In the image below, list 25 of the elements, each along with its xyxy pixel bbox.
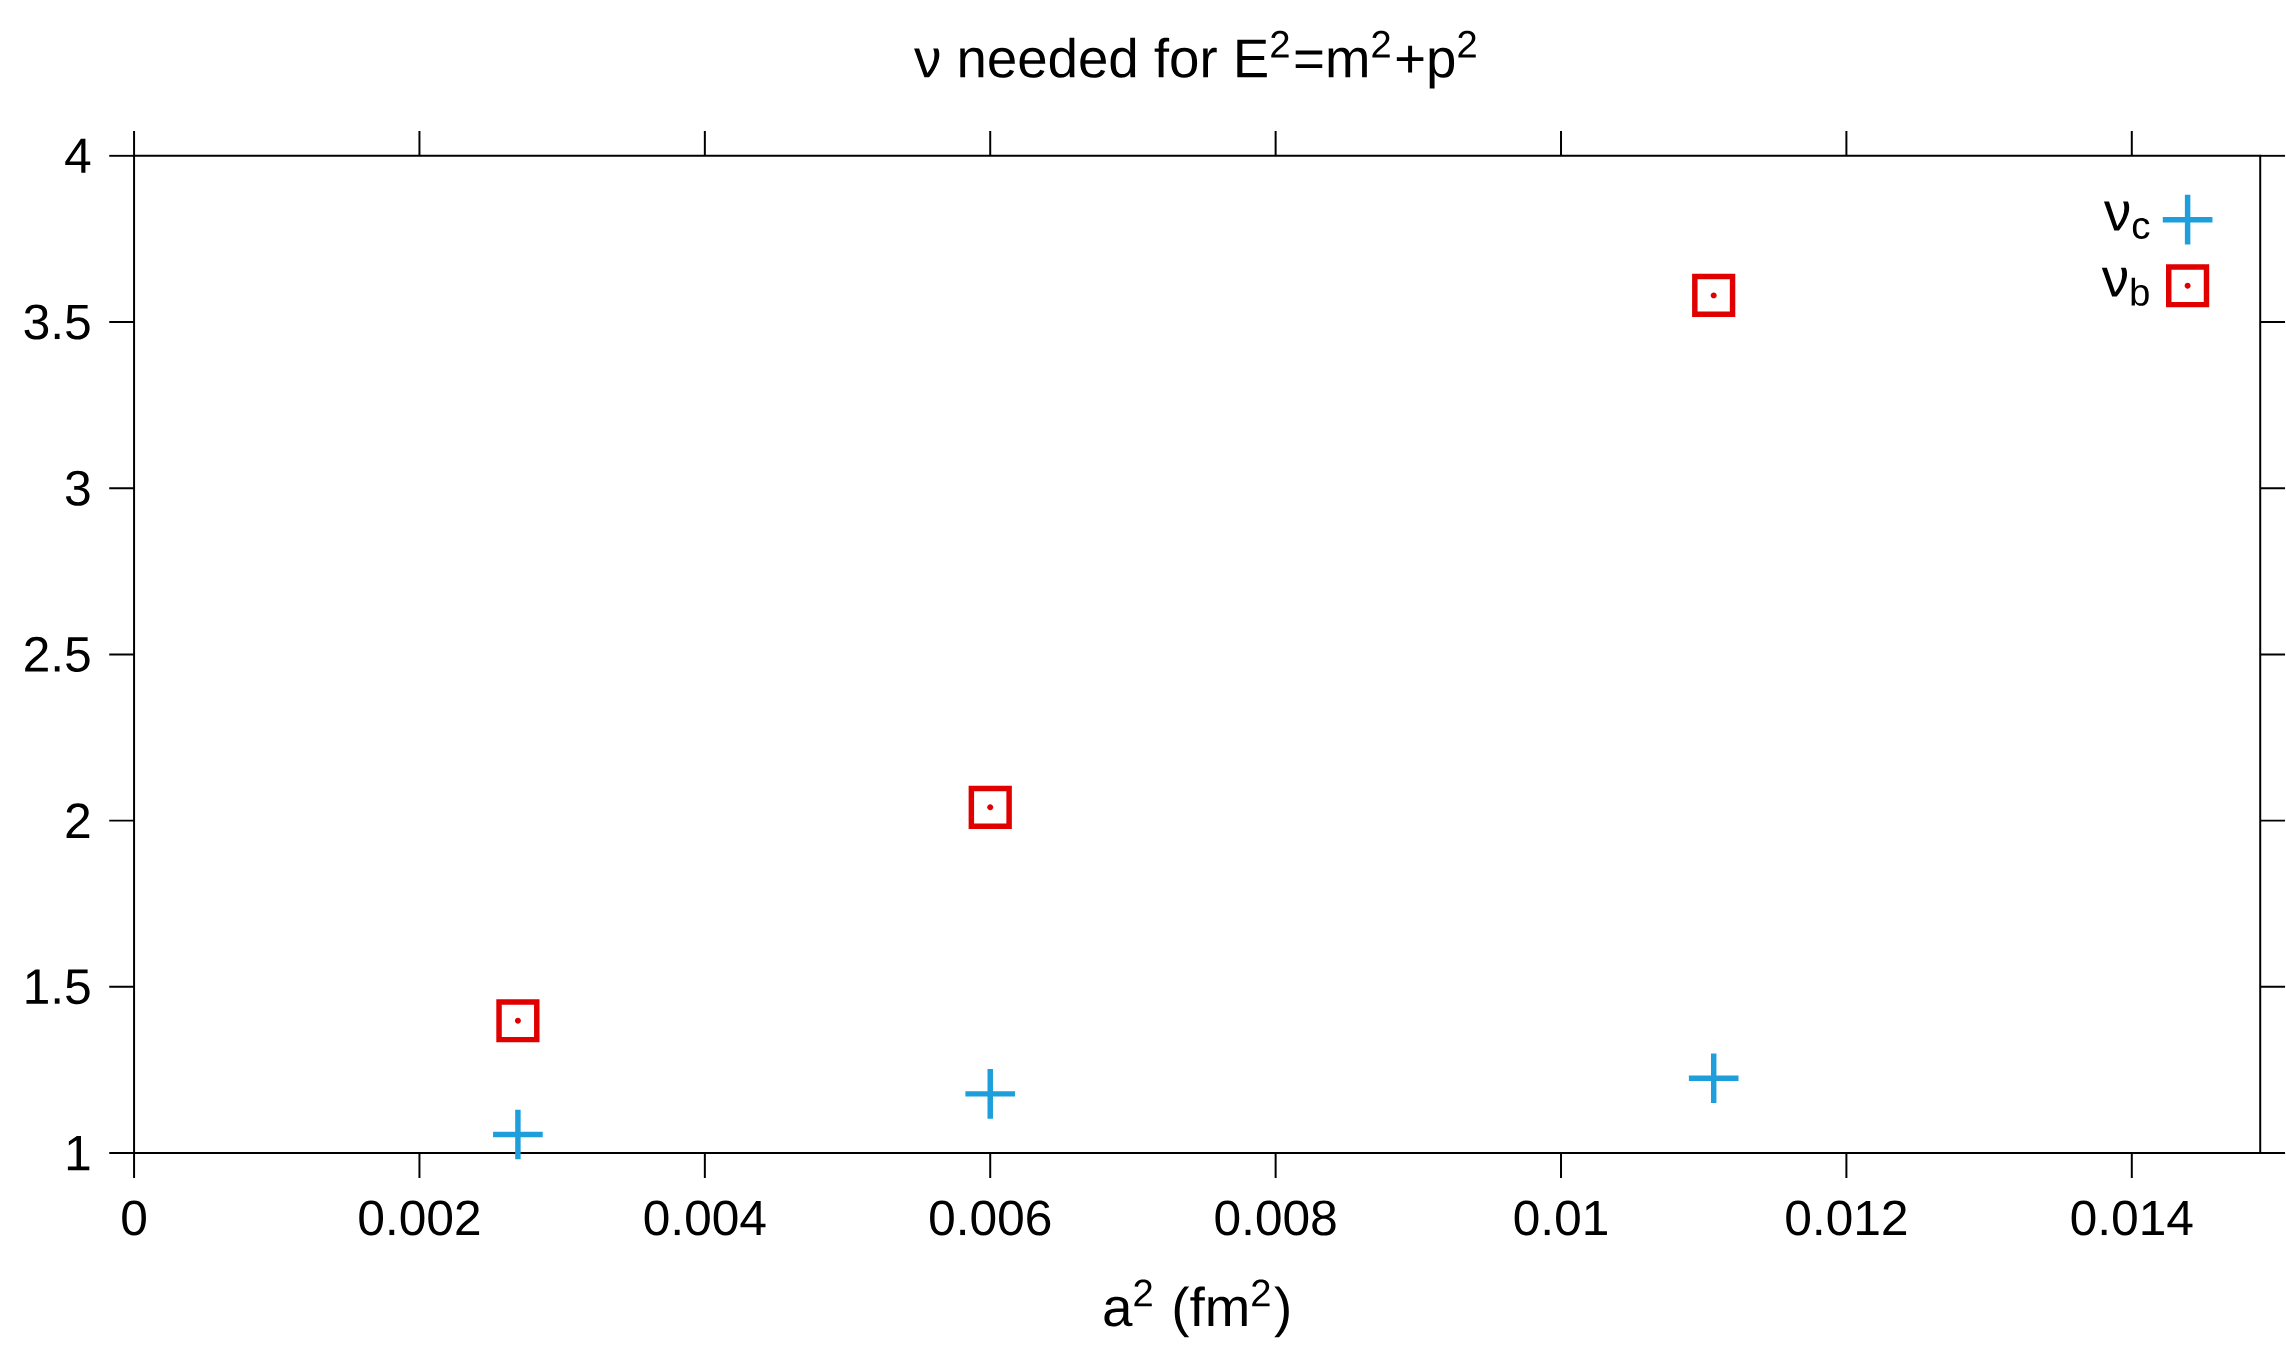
legend-label: ν$_{b}$	[2101, 267, 2149, 306]
point	[968, 785, 1012, 829]
y-tick-label: 2	[66, 803, 90, 839]
chart-title: ν needed for E$^{2}$=m$^{2}$+p$^{2}$	[914, 30, 1476, 89]
x-tick-label: 0.01	[1514, 1200, 1607, 1236]
x-axis-title: a$^{2}$ (fm$^{2}$)	[1104, 1279, 1289, 1338]
y-tick-label: 3	[65, 470, 90, 506]
point	[1692, 273, 1736, 318]
x-tick-label: 0.012	[1786, 1200, 1907, 1236]
point	[965, 1069, 1016, 1119]
y-tick-label: 4	[65, 138, 91, 173]
y-tick-label: 2.5	[25, 636, 90, 673]
x-tick-label: 0.002	[359, 1200, 480, 1236]
legend-label: ν$_{c}$	[2103, 201, 2150, 239]
point	[496, 999, 540, 1043]
x-tick-label: 0.008	[1215, 1200, 1336, 1236]
point	[493, 1109, 543, 1160]
point	[1688, 1053, 1739, 1104]
x-tick-label: 0.006	[930, 1200, 1051, 1236]
y-tick-label: 1.5	[26, 969, 90, 1005]
x-tick-label: 0.014	[2071, 1200, 2193, 1236]
y-tick-label: 1	[67, 1136, 90, 1171]
y-tick-label: 3.5	[24, 304, 90, 340]
x-tick-label: 0	[122, 1200, 146, 1236]
x-tick-label: 0.004	[644, 1200, 766, 1236]
